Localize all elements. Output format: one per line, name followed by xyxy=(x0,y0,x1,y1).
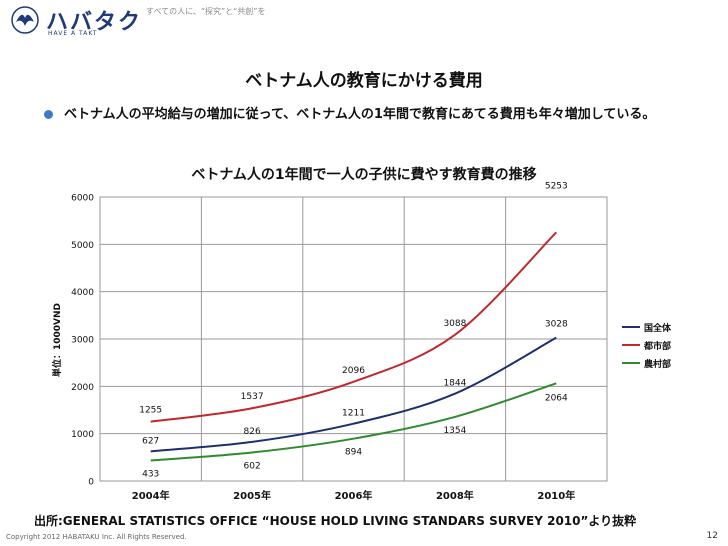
x-tick-label: 2005年 xyxy=(233,489,271,502)
data-label: 1211 xyxy=(342,409,365,419)
data-label: 602 xyxy=(244,462,261,472)
legend-entry: 農村部 xyxy=(644,358,671,370)
x-tick-label: 2004年 xyxy=(132,489,170,502)
legend-entry: 国全体 xyxy=(644,322,672,334)
data-label: 826 xyxy=(244,427,261,437)
y-tick-label: 6000 xyxy=(71,194,94,204)
chart-title: ベトナム人の1年間で一人の子供に費やす教育費の推移 xyxy=(191,166,536,183)
data-label: 1537 xyxy=(241,392,264,402)
bird-logo-icon xyxy=(11,6,39,34)
bullet-icon xyxy=(44,110,53,119)
tagline: すべての人に、“探究”と“共創”を xyxy=(146,7,266,16)
series-line-3 xyxy=(150,382,557,462)
y-tick-label: 0 xyxy=(88,478,94,488)
x-tick-label: 2008年 xyxy=(436,489,474,502)
slide-title: ベトナム人の教育にかける費用 xyxy=(245,71,483,91)
data-label: 627 xyxy=(142,436,159,446)
data-label: 1255 xyxy=(139,406,162,416)
data-label: 3028 xyxy=(545,320,568,330)
x-tick-label: 2006年 xyxy=(335,489,373,502)
y-tick-label: 3000 xyxy=(71,336,94,346)
data-labels: 627 826 1211 1844 3028 1255 1537 2096 3088 5253 43… xyxy=(139,181,568,479)
y-axis-label: 単位：1000VND xyxy=(51,303,63,377)
bullet-text: ベトナム人の平均給与の増加に従って、ベトナム人の1年間で教育にあてる費用も年々増… xyxy=(64,107,656,122)
data-label: 5253 xyxy=(545,181,568,191)
y-tick-label: 1000 xyxy=(71,430,94,440)
grid xyxy=(99,196,608,482)
data-label: 2096 xyxy=(342,366,365,376)
data-label: 2064 xyxy=(545,393,568,403)
data-label: 894 xyxy=(345,448,362,458)
source-note: 出所:GENERAL STATISTICS OFFICE “HOUSE HOLD… xyxy=(34,514,637,528)
logo-subtitle: HAVE A TAKT xyxy=(48,30,98,37)
y-tick-label: 4000 xyxy=(71,288,94,298)
y-tick-label: 2000 xyxy=(71,383,94,393)
data-label: 1844 xyxy=(443,379,466,389)
x-tick-label: 2010年 xyxy=(537,489,575,502)
logo-text: ハバタク xyxy=(46,10,143,35)
data-label: 433 xyxy=(142,470,159,480)
series-line-2 xyxy=(150,231,558,423)
data-label: 3088 xyxy=(443,319,466,329)
legend-entry: 都市部 xyxy=(643,340,671,352)
data-label: 1354 xyxy=(443,426,466,436)
series-line-1 xyxy=(150,336,557,453)
company-logo: ハバタク HAVE A TAKT xyxy=(8,2,140,42)
series-group xyxy=(150,231,558,462)
copyright: Copyright 2012 HABATAKU Inc. All Rights … xyxy=(6,533,187,541)
y-tick-label: 5000 xyxy=(71,241,94,251)
axes: 0 1000 2000 3000 4000 5000 6000 2004年 2005年 2006年… xyxy=(71,194,575,503)
page-number: 12 xyxy=(706,531,718,541)
